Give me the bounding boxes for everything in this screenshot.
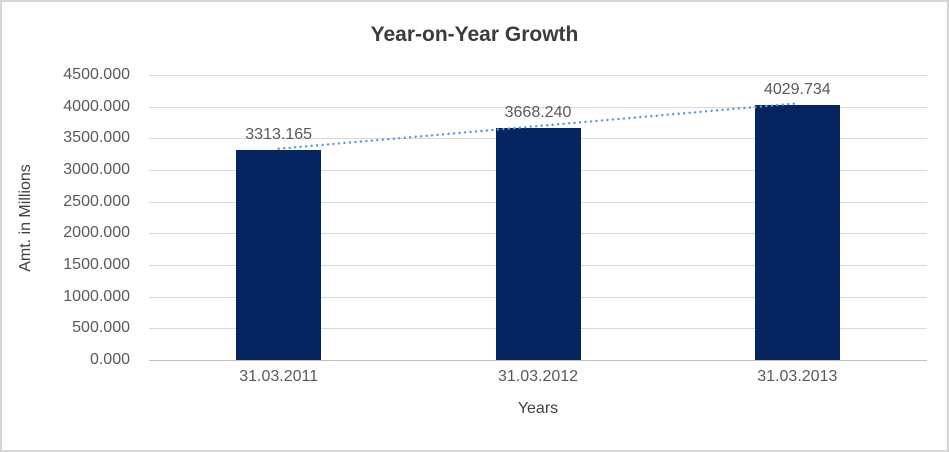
y-tick-label: 2000.000 <box>63 224 130 242</box>
data-label: 3668.240 <box>504 103 572 121</box>
x-tick-label: 31.03.2011 <box>239 368 319 385</box>
y-tick-label: 2500.000 <box>63 192 130 210</box>
chart-title: Year-on-Year Growth <box>370 23 579 46</box>
gridline <box>149 75 927 76</box>
y-tick-label: 1500.000 <box>63 256 130 273</box>
y-tick-label: 3000.000 <box>63 161 130 178</box>
y-tick-label: 3500.000 <box>63 129 130 147</box>
bar-31.03.2013 <box>754 104 840 360</box>
x-axis-title: Years <box>517 400 559 417</box>
bar-31.03.2012 <box>495 127 581 360</box>
plot-area: 3313.165 3668.240 4029.734 <box>149 75 927 361</box>
x-axis-line <box>149 360 927 361</box>
data-label: 3313.165 <box>245 126 313 144</box>
y-tick-label: 1000.000 <box>63 287 130 305</box>
data-label: 4029.734 <box>763 80 831 98</box>
x-tick-label: 31.03.2012 <box>497 368 579 385</box>
y-tick-label: 4500.000 <box>63 66 130 83</box>
y-tick-label: 4000.000 <box>63 97 130 115</box>
bar-31.03.2011 <box>236 150 322 360</box>
y-tick-label: 500.000 <box>72 319 130 337</box>
y-tick-label: 0.000 <box>89 351 130 368</box>
x-tick-label: 31.03.2013 <box>757 368 838 385</box>
